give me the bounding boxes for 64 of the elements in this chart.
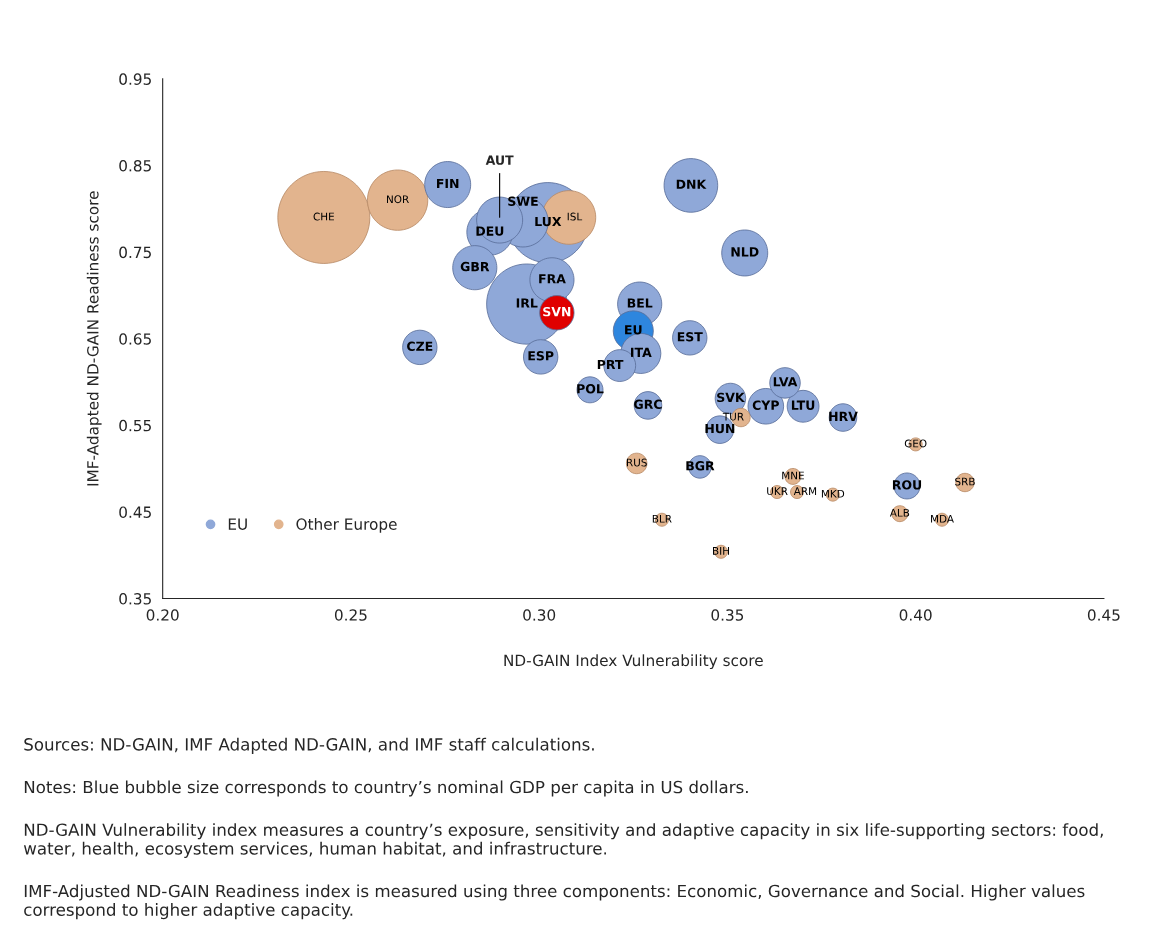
data-label: MKD (821, 489, 845, 498)
data-label: EU (625, 325, 642, 335)
data-label: UKR (767, 487, 788, 496)
x-tick-label: 0.40 (899, 609, 932, 621)
data-label: GEO (904, 439, 927, 448)
data-label: NLD (731, 247, 759, 257)
data-label: FIN (437, 178, 459, 188)
text: Notes: Blue bubble size corresponds to country’s nominal GDP per capita in US dollars. (24, 780, 748, 797)
x-tick-label: 0.35 (711, 609, 744, 621)
data-label: SWE (508, 196, 538, 206)
data-label: ISL (567, 212, 583, 221)
data-label: DEU (476, 226, 504, 236)
data-label: BLR (652, 515, 672, 523)
data-label: ALB (889, 508, 910, 517)
text: ND-GAIN Vulnerability index measures a country’s exposure, sensitivity and adaptive capacity in six life-supporting sectors: food, water, health, ecosystem services, human habitat, and infrastructure. (23, 823, 1103, 858)
data-label: ROU (892, 480, 922, 490)
x-tick-label: 0.45 (1087, 609, 1120, 621)
data-label: ITA (631, 347, 652, 357)
legend-label: Other Europe (296, 518, 397, 533)
annotation: AUT (485, 155, 514, 165)
data-label: SVN (543, 306, 571, 317)
data-label: BGR (686, 461, 715, 471)
data-label: CYP (752, 400, 779, 410)
data-label: DNK (676, 179, 707, 189)
data-label: GBR (460, 261, 490, 272)
data-label: LUX (535, 216, 562, 227)
data-label: MNE (782, 471, 804, 480)
data-label: TUR (722, 412, 744, 421)
data-label: HRV (829, 411, 858, 421)
x-axis-title: ND-GAIN Index Vulnerability score (504, 654, 763, 670)
data-label: LTU (791, 400, 815, 410)
data-label: ARM (793, 487, 817, 495)
data-label: SVK (717, 392, 745, 403)
data-label: ESP (528, 351, 554, 361)
data-label: CZE (407, 341, 433, 352)
data-label: LVA (773, 377, 798, 387)
data-label: SRB (955, 477, 975, 486)
data-label: RUS (626, 458, 647, 467)
legend-label: EU (228, 518, 247, 530)
data-label: HUN (705, 424, 735, 434)
y-tick-label: 0.65 (119, 333, 151, 345)
y-tick-label: 0.45 (119, 506, 151, 518)
source-note: Sources: ND-GAIN, IMF Adapted ND-GAIN, and IMF staff calculations. (24, 737, 594, 754)
y-axis-title: IMF-Adapted ND-GAIN Readiness score (86, 191, 102, 486)
data-label: NOR (387, 195, 409, 204)
data-label: EST (677, 332, 703, 342)
data-label: MDA (931, 515, 954, 523)
y-tick-label: 0.55 (119, 419, 151, 432)
data-label: BIH (713, 547, 730, 555)
x-tick-label: 0.25 (334, 609, 367, 621)
data-label: GRC (634, 399, 662, 410)
data-label: IRL (516, 298, 538, 308)
data-label: FRA (539, 274, 566, 284)
data-label: CHE (313, 212, 334, 221)
x-tick-label: 0.20 (146, 609, 179, 621)
y-tick-label: 0.75 (119, 246, 151, 259)
y-tick-label: 0.85 (119, 159, 151, 172)
text: IMF-Adjusted ND-GAIN Readiness index is measured using three components: Economic, Governance and Social. Higher values correspond to higher adaptive capacity. (24, 884, 1085, 920)
data-label: POL (577, 383, 604, 394)
x-tick-label: 0.30 (523, 609, 556, 621)
data-label: BEL (627, 298, 653, 308)
data-label: PRT (597, 359, 624, 370)
y-tick-label: 0.35 (119, 593, 151, 605)
y-tick-label: 0.95 (119, 73, 151, 85)
